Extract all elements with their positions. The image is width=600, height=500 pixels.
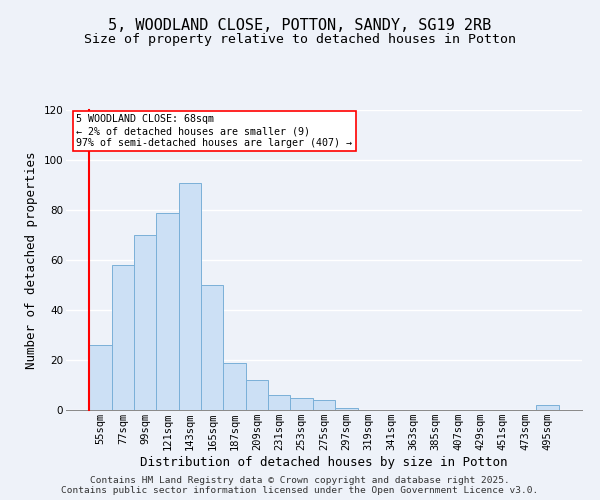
Bar [157, 212, 179, 410]
Bar [179, 182, 201, 410]
Text: Contains public sector information licensed under the Open Government Licence v3: Contains public sector information licen… [61, 486, 539, 495]
Bar [313, 400, 335, 410]
Text: 5 WOODLAND CLOSE: 68sqm
← 2% of detached houses are smaller (9)
97% of semi-deta: 5 WOODLAND CLOSE: 68sqm ← 2% of detached… [76, 114, 352, 148]
Bar [223, 362, 246, 410]
Bar [335, 408, 358, 410]
Text: Size of property relative to detached houses in Potton: Size of property relative to detached ho… [84, 32, 516, 46]
Y-axis label: Number of detached properties: Number of detached properties [25, 151, 38, 369]
Bar [134, 235, 157, 410]
X-axis label: Distribution of detached houses by size in Potton: Distribution of detached houses by size … [140, 456, 508, 469]
Bar [112, 265, 134, 410]
Text: Contains HM Land Registry data © Crown copyright and database right 2025.: Contains HM Land Registry data © Crown c… [90, 476, 510, 485]
Bar [201, 285, 223, 410]
Text: 5, WOODLAND CLOSE, POTTON, SANDY, SG19 2RB: 5, WOODLAND CLOSE, POTTON, SANDY, SG19 2… [109, 18, 491, 32]
Bar [268, 395, 290, 410]
Bar [246, 380, 268, 410]
Bar [290, 398, 313, 410]
Bar [89, 345, 112, 410]
Bar [536, 405, 559, 410]
